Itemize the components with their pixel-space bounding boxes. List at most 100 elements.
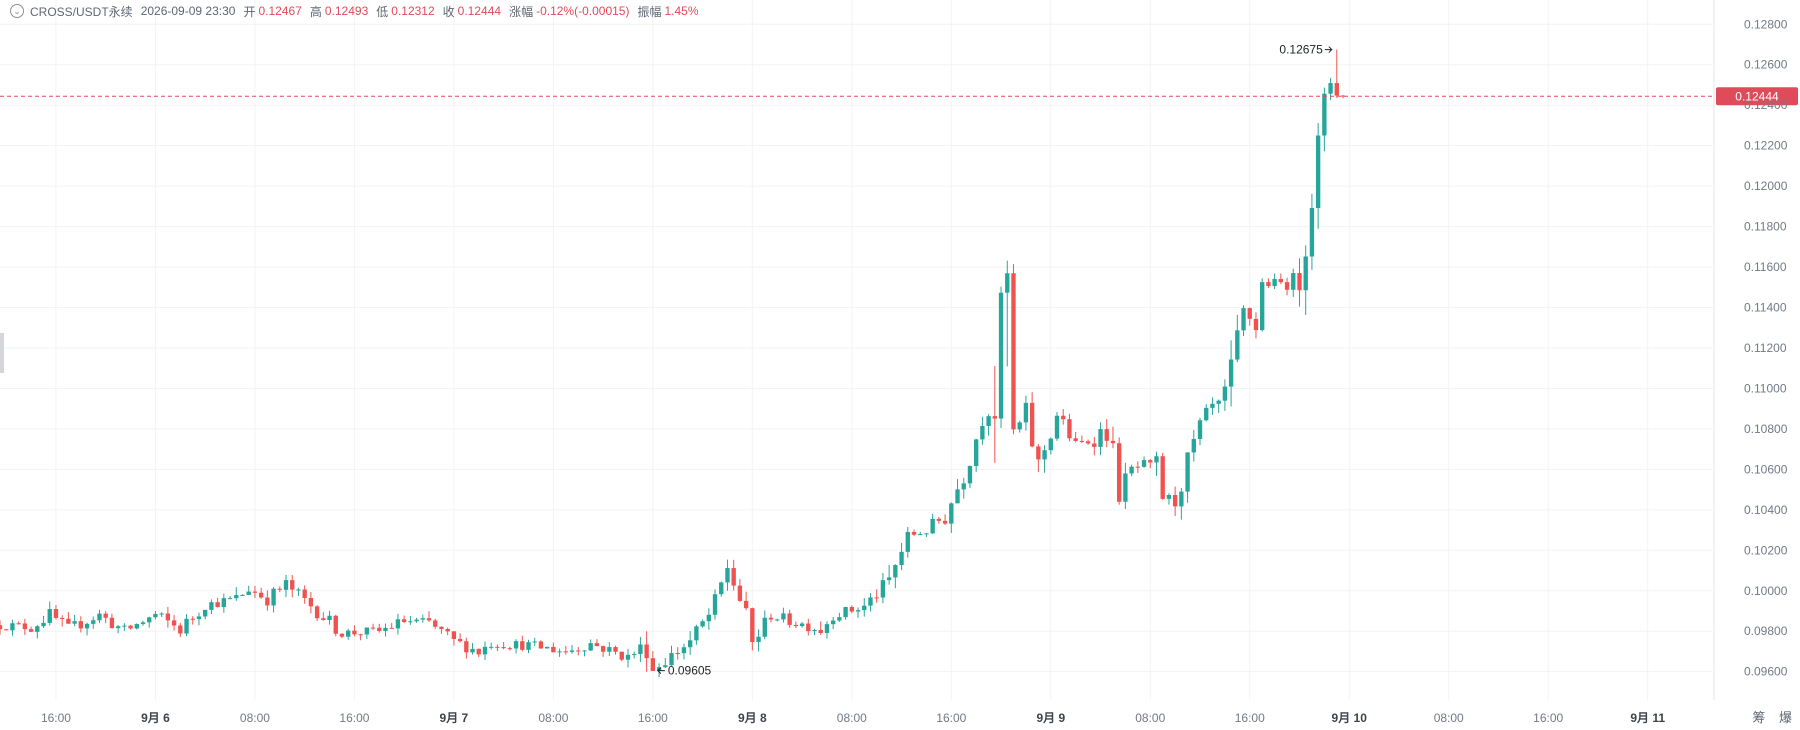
candle bbox=[725, 559, 730, 591]
candle-body bbox=[53, 609, 59, 618]
candle bbox=[893, 564, 898, 589]
candle bbox=[806, 618, 811, 636]
candle-body bbox=[1222, 386, 1228, 401]
candle-body bbox=[818, 629, 823, 633]
candle bbox=[115, 624, 121, 634]
y-tick-label: 0.10400 bbox=[1744, 503, 1788, 517]
x-tick-label: 08:00 bbox=[837, 711, 867, 725]
candle-body bbox=[470, 648, 475, 653]
candle bbox=[1260, 278, 1265, 332]
candle-body bbox=[1241, 308, 1246, 331]
candle-body bbox=[333, 615, 338, 634]
candle-body bbox=[352, 630, 357, 635]
candle bbox=[986, 414, 991, 436]
candle-body bbox=[4, 629, 9, 631]
candle-body bbox=[221, 598, 227, 608]
candle-body bbox=[563, 651, 568, 653]
candle-body bbox=[1303, 256, 1308, 291]
x-tick-label: 16:00 bbox=[638, 711, 668, 725]
candle bbox=[1216, 399, 1221, 413]
candle-body bbox=[855, 610, 861, 612]
candle bbox=[296, 587, 301, 596]
candle-body bbox=[781, 613, 786, 620]
candle-body bbox=[258, 592, 264, 598]
corner-labels: 筹 爆 bbox=[1742, 707, 1792, 726]
candle-body bbox=[1104, 429, 1109, 441]
candle-body bbox=[526, 642, 531, 650]
candle bbox=[97, 609, 102, 624]
candle bbox=[1092, 436, 1097, 456]
candle bbox=[41, 615, 46, 629]
candle-body bbox=[296, 589, 301, 591]
candle-body bbox=[1036, 446, 1041, 460]
candle-body bbox=[557, 651, 562, 653]
candle bbox=[526, 639, 531, 654]
candle bbox=[1085, 439, 1091, 445]
candle-body bbox=[1172, 494, 1178, 507]
candle-body bbox=[613, 647, 618, 652]
candle-body bbox=[607, 647, 612, 652]
candle bbox=[1315, 123, 1321, 229]
candle-body bbox=[178, 625, 183, 634]
candle bbox=[818, 621, 823, 636]
candle-body bbox=[886, 577, 892, 581]
corner-label-1[interactable]: 筹 bbox=[1752, 710, 1766, 725]
candle-body bbox=[60, 617, 65, 619]
candle-body bbox=[750, 608, 755, 643]
candle bbox=[314, 605, 320, 621]
candle bbox=[1079, 435, 1085, 443]
x-tick-label: 9月 8 bbox=[738, 711, 767, 725]
x-tick-label: 08:00 bbox=[1135, 711, 1165, 725]
candle bbox=[737, 578, 743, 602]
candle-body bbox=[308, 597, 314, 607]
candle bbox=[215, 597, 220, 608]
candle bbox=[918, 531, 923, 536]
candle-body bbox=[936, 518, 942, 521]
left-panel-handle[interactable] bbox=[0, 333, 4, 373]
candle-body bbox=[314, 606, 320, 619]
candle bbox=[1148, 458, 1153, 469]
corner-label-2[interactable]: 爆 bbox=[1778, 710, 1792, 725]
candle-body bbox=[128, 625, 133, 629]
last-price-badge[interactable] bbox=[1716, 87, 1798, 106]
symbol-name[interactable]: CROSS/USDT永续 bbox=[30, 4, 133, 19]
candle-body bbox=[1005, 273, 1010, 293]
candle-body bbox=[967, 466, 973, 484]
high-label: 高 bbox=[309, 4, 322, 19]
candle-body bbox=[28, 629, 34, 632]
candle bbox=[743, 591, 749, 611]
high-value: 0.12493 bbox=[324, 4, 369, 18]
x-tick-label: 9月 11 bbox=[1630, 711, 1665, 725]
candle bbox=[557, 648, 562, 657]
candle-body bbox=[1253, 318, 1259, 331]
time-axis[interactable]: 16:00 9月 6 08:00 16:00 9月 7 08:00 16:00 9月 8 08:… bbox=[41, 711, 1665, 725]
candle-body bbox=[700, 621, 705, 627]
candle bbox=[426, 611, 432, 622]
candle bbox=[1061, 409, 1066, 425]
collapse-chevron-icon[interactable]: ⌄ bbox=[10, 4, 24, 18]
x-tick-label: 9月 9 bbox=[1036, 711, 1065, 725]
candle-body bbox=[389, 627, 394, 629]
candle-body bbox=[1197, 420, 1203, 439]
candle bbox=[395, 613, 401, 635]
candle bbox=[644, 631, 649, 672]
candle bbox=[1309, 193, 1315, 270]
candle bbox=[196, 612, 202, 626]
candle bbox=[594, 639, 600, 647]
candle-body bbox=[681, 647, 687, 654]
candle bbox=[936, 517, 942, 524]
candle-body bbox=[103, 613, 108, 618]
candle-body bbox=[22, 623, 28, 630]
candle-body bbox=[1023, 402, 1029, 423]
x-tick-label: 16:00 bbox=[936, 711, 966, 725]
last-price-line: 0.12444 bbox=[0, 87, 1798, 106]
candle-body bbox=[538, 641, 544, 649]
candle-body bbox=[91, 620, 96, 624]
candle bbox=[308, 592, 314, 614]
candle bbox=[265, 590, 270, 611]
price-axis[interactable]: 0.12800 0.12600 0.12400 0.12200 0.12000 0.118… bbox=[1744, 17, 1788, 678]
candle bbox=[60, 615, 65, 627]
candle bbox=[762, 610, 767, 640]
candle bbox=[750, 607, 755, 651]
